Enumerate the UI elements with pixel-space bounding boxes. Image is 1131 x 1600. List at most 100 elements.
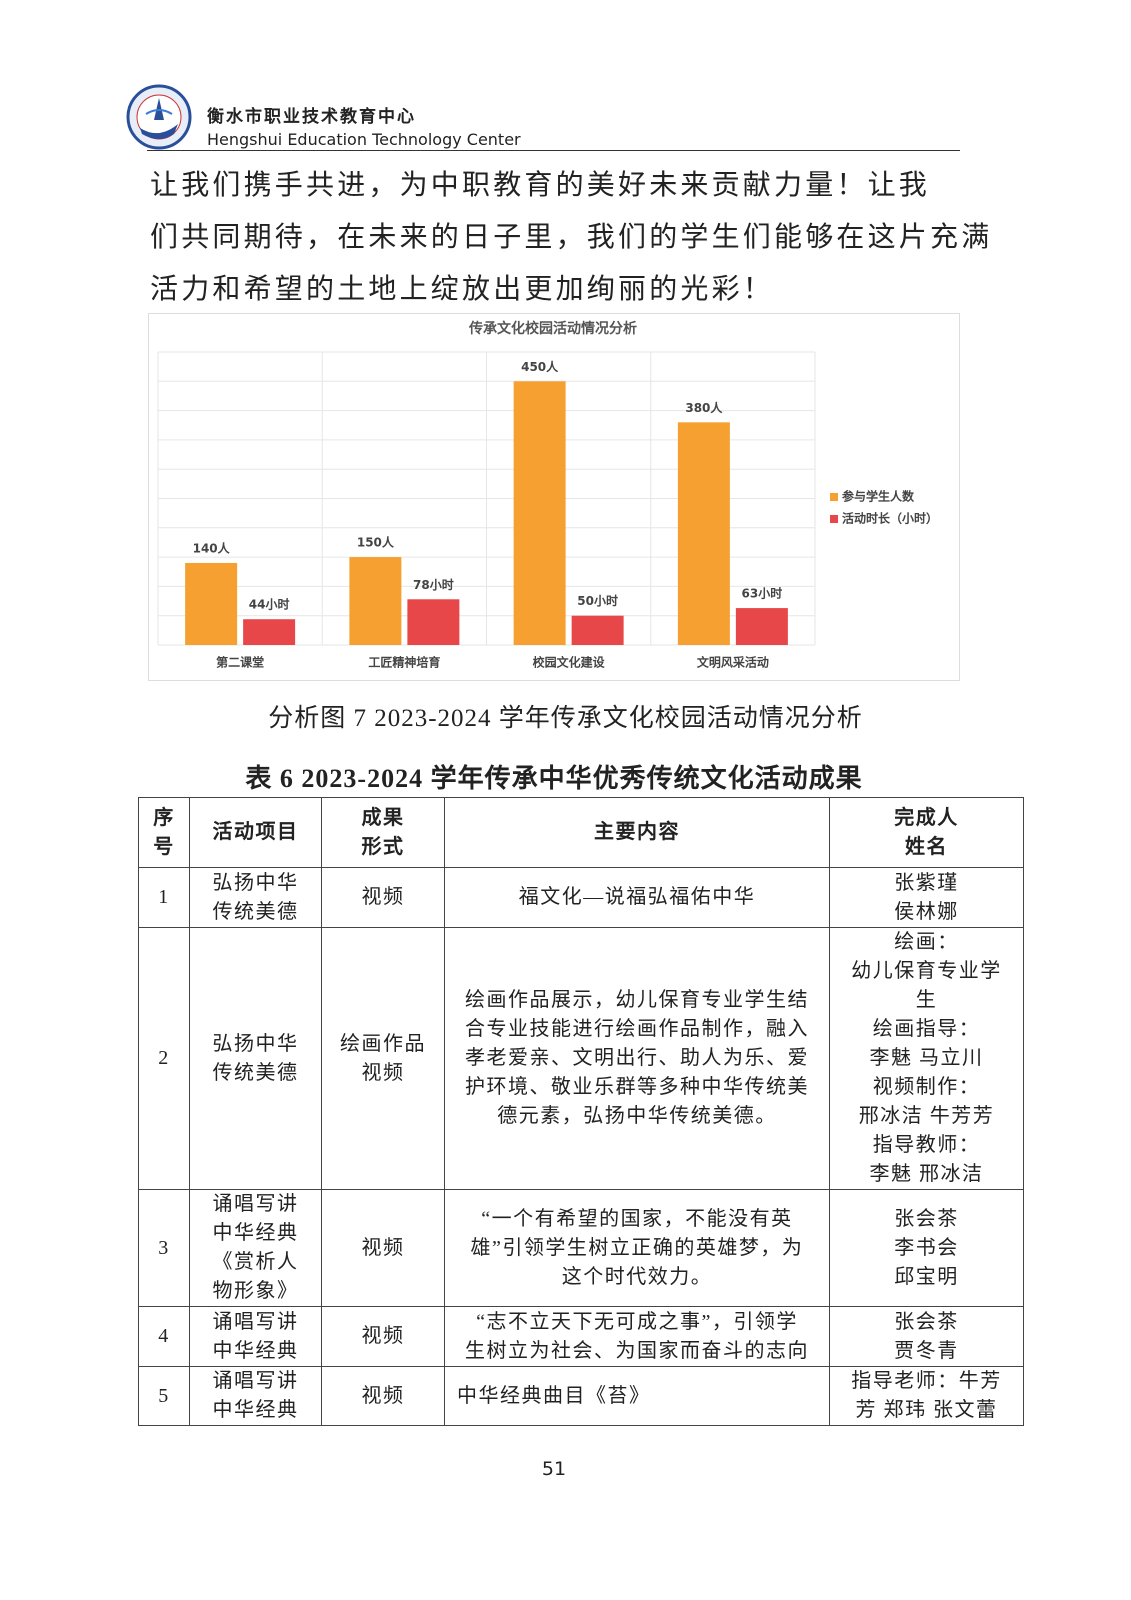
cell-line: 传统美德 (212, 1061, 299, 1084)
cell-line: 绘画作品 (340, 1032, 426, 1055)
table-cell: 张会茶 贾冬青 (829, 1306, 1024, 1367)
table-cell: 视频 (321, 1366, 445, 1426)
table-row: 序号活动项目 成果 形式 主要内容 完成人 姓名 (138, 797, 1024, 868)
cell-line: 诵唱写讲 (212, 1310, 299, 1333)
cell-line: 中华经典 (212, 1222, 299, 1244)
cell-line: 孝老爱亲、文明出行、助人为乐、爱 (465, 1047, 809, 1069)
table-cell: 4 (138, 1306, 190, 1367)
cell-line: 视频 (361, 1325, 405, 1347)
table-row: 1 弘扬中华 传统美德 视频 福文化—说福弘福佑中华 张紫瑾 侯林娜 (138, 867, 1024, 928)
table-cell: 视频 (321, 1306, 445, 1367)
cell-line: 形式 (361, 835, 405, 858)
bar (407, 599, 460, 645)
cell-line: 中华经典曲目《苔》 (457, 1384, 651, 1407)
table-cell: “一个有希望的国家，不能没有英 雄”引领学生树立正确的英雄梦，为 这个时代效力。 (444, 1189, 830, 1307)
data-label: 150人 (357, 535, 395, 550)
data-label: 380人 (685, 400, 723, 415)
cell-line: 芳 郑玮 张文蕾 (855, 1399, 998, 1421)
cell-line: 成果 (361, 806, 405, 829)
header-rule (147, 150, 960, 151)
legend-swatch (830, 515, 838, 523)
cell-line: 诵唱写讲 (212, 1370, 299, 1392)
cell-line: 视频 (361, 886, 405, 908)
logo (126, 84, 192, 150)
org-name: 衡水市职业技术教育中心 (207, 107, 416, 127)
cell-line: 序 (153, 806, 175, 829)
cell-line: 绘画： (894, 931, 959, 953)
cell-line: 贾冬青 (894, 1339, 959, 1362)
table-cell: 福文化—说福弘福佑中华 (444, 867, 830, 928)
cell-line: 侯林娜 (894, 900, 959, 923)
table-cell: “志不立天下无可成之事”，引领学 生树立为社会、为国家而奋斗的志向 (444, 1306, 830, 1367)
table-cell: 绘画作品 视频 (321, 927, 445, 1190)
cell-line: 李魅 邢冰洁 (869, 1163, 984, 1185)
table-cell: 5 (138, 1366, 190, 1426)
bar (513, 381, 566, 645)
cell-line: 张会茶 (894, 1207, 959, 1230)
cell-line: 幼儿保育专业学 (851, 960, 1002, 982)
table-cell: 指导老师：牛芳芳 郑玮 张文蕾 (829, 1366, 1024, 1426)
cell-line: “志不立天下无可成之事”，引领学 (476, 1310, 798, 1333)
cell-line: 主要内容 (594, 821, 680, 843)
cell-line: “一个有希望的国家，不能没有英 (481, 1207, 793, 1230)
cell-line: 完成人 (894, 806, 959, 829)
bar (185, 562, 238, 645)
page-number: 51 (541, 1458, 567, 1480)
cell-line: 2 (158, 1047, 170, 1069)
table-row: 3 诵唱写讲 中华经典 《赏析人 物形象》 视频 “一个有希望的国家，不能没有英 雄”引领学生… (138, 1189, 1024, 1307)
table-cell: 序号 (138, 797, 190, 868)
cell-line: 这个时代效力。 (561, 1265, 713, 1288)
cell-line: 诵唱写讲 (212, 1193, 299, 1215)
cell-line: 弘扬中华 (212, 871, 299, 894)
table-cell: 活动项目 (189, 797, 322, 868)
cell-line: 姓名 (905, 835, 948, 858)
cell-line: 指导老师：牛芳 (851, 1370, 1002, 1392)
cell-line: 视频 (361, 1061, 405, 1084)
org-name-en: Hengshui Education Technology Center (207, 130, 521, 149)
cell-line: 号 (153, 835, 175, 858)
table-cell: 张紫瑾 侯林娜 (829, 867, 1024, 928)
table-cell: 绘画作品展示，幼儿保育专业学生结 合专业技能进行绘画作品制作，融入 孝老爱亲、文明出… (444, 927, 830, 1190)
table-cell: 2 (138, 927, 190, 1190)
table-title: 表 6 2023-2024 学年传承中华优秀传统文化活动成果 (245, 764, 863, 793)
cell-line: 张紫瑾 (894, 871, 959, 894)
data-label: 63小时 (742, 586, 783, 601)
cell-line: 邱宝明 (894, 1265, 959, 1288)
table: 序号活动项目 成果 形式 主要内容 完成人 姓名 1 弘扬中华 传统美德 视频 福文化—说福弘福佑中… (138, 797, 1024, 1426)
data-label: 50小时 (577, 593, 618, 608)
cell-line: 3 (158, 1236, 170, 1259)
data-label: 78小时 (413, 577, 454, 592)
bar (349, 557, 402, 645)
table-cell: 弘扬中华 传统美德 (189, 927, 322, 1190)
cell-line: 合专业技能进行绘画作品制作，融入 (465, 1018, 809, 1040)
table-cell: 视频 (321, 1189, 445, 1307)
cell-line: 雄”引领学生树立正确的英雄梦，为 (470, 1236, 804, 1259)
cell-line: 福文化—说福弘福佑中华 (518, 886, 756, 908)
cell-line: 绘画指导： (872, 1018, 981, 1040)
cell-line: 生树立为社会、为国家而奋斗的志向 (465, 1339, 809, 1362)
data-label: 450人 (521, 359, 559, 374)
bar (735, 608, 788, 645)
table-cell: 视频 (321, 867, 445, 928)
figure-caption: 分析图 7 2023-2024 学年传承文化校园活动情况分析 (268, 705, 863, 732)
cell-line: 视频制作： (872, 1076, 981, 1098)
cell-line: 物形象》 (212, 1280, 299, 1302)
table-cell: 成果 形式 (321, 797, 445, 868)
paragraph-line: 活力和希望的土地上绽放出更加绚丽的光彩！ (150, 274, 775, 305)
bar (571, 615, 624, 645)
cell-line: 生 (915, 989, 938, 1011)
data-label: 44小时 (249, 597, 290, 612)
table-cell: 绘画： 幼儿保育专业学生绘画指导： 李魅 马立川 视频制作： 邢冰洁 牛芳芳 指导教师： 李… (829, 927, 1024, 1190)
cell-line: 4 (158, 1325, 170, 1347)
cell-line: 活动项目 (212, 821, 299, 843)
cell-line: 护环境、敬业乐群等多种中华传统美 (465, 1076, 809, 1098)
table-cell: 主要内容 (444, 797, 830, 868)
cell-line: 《赏析人 (212, 1251, 299, 1273)
cell-line: 邢冰洁 牛芳芳 (858, 1105, 995, 1127)
paragraph-line: 让我们携手共进，为中职教育的美好未来贡献力量！让我 (150, 170, 931, 201)
table-row: 5 诵唱写讲 中华经典 视频 中华经典曲目《苔》 指导老师：牛芳芳 郑玮 张文蕾 (138, 1366, 1024, 1426)
data-label: 140人 (193, 540, 231, 555)
x-tick-label: 第二课堂 (216, 655, 264, 670)
